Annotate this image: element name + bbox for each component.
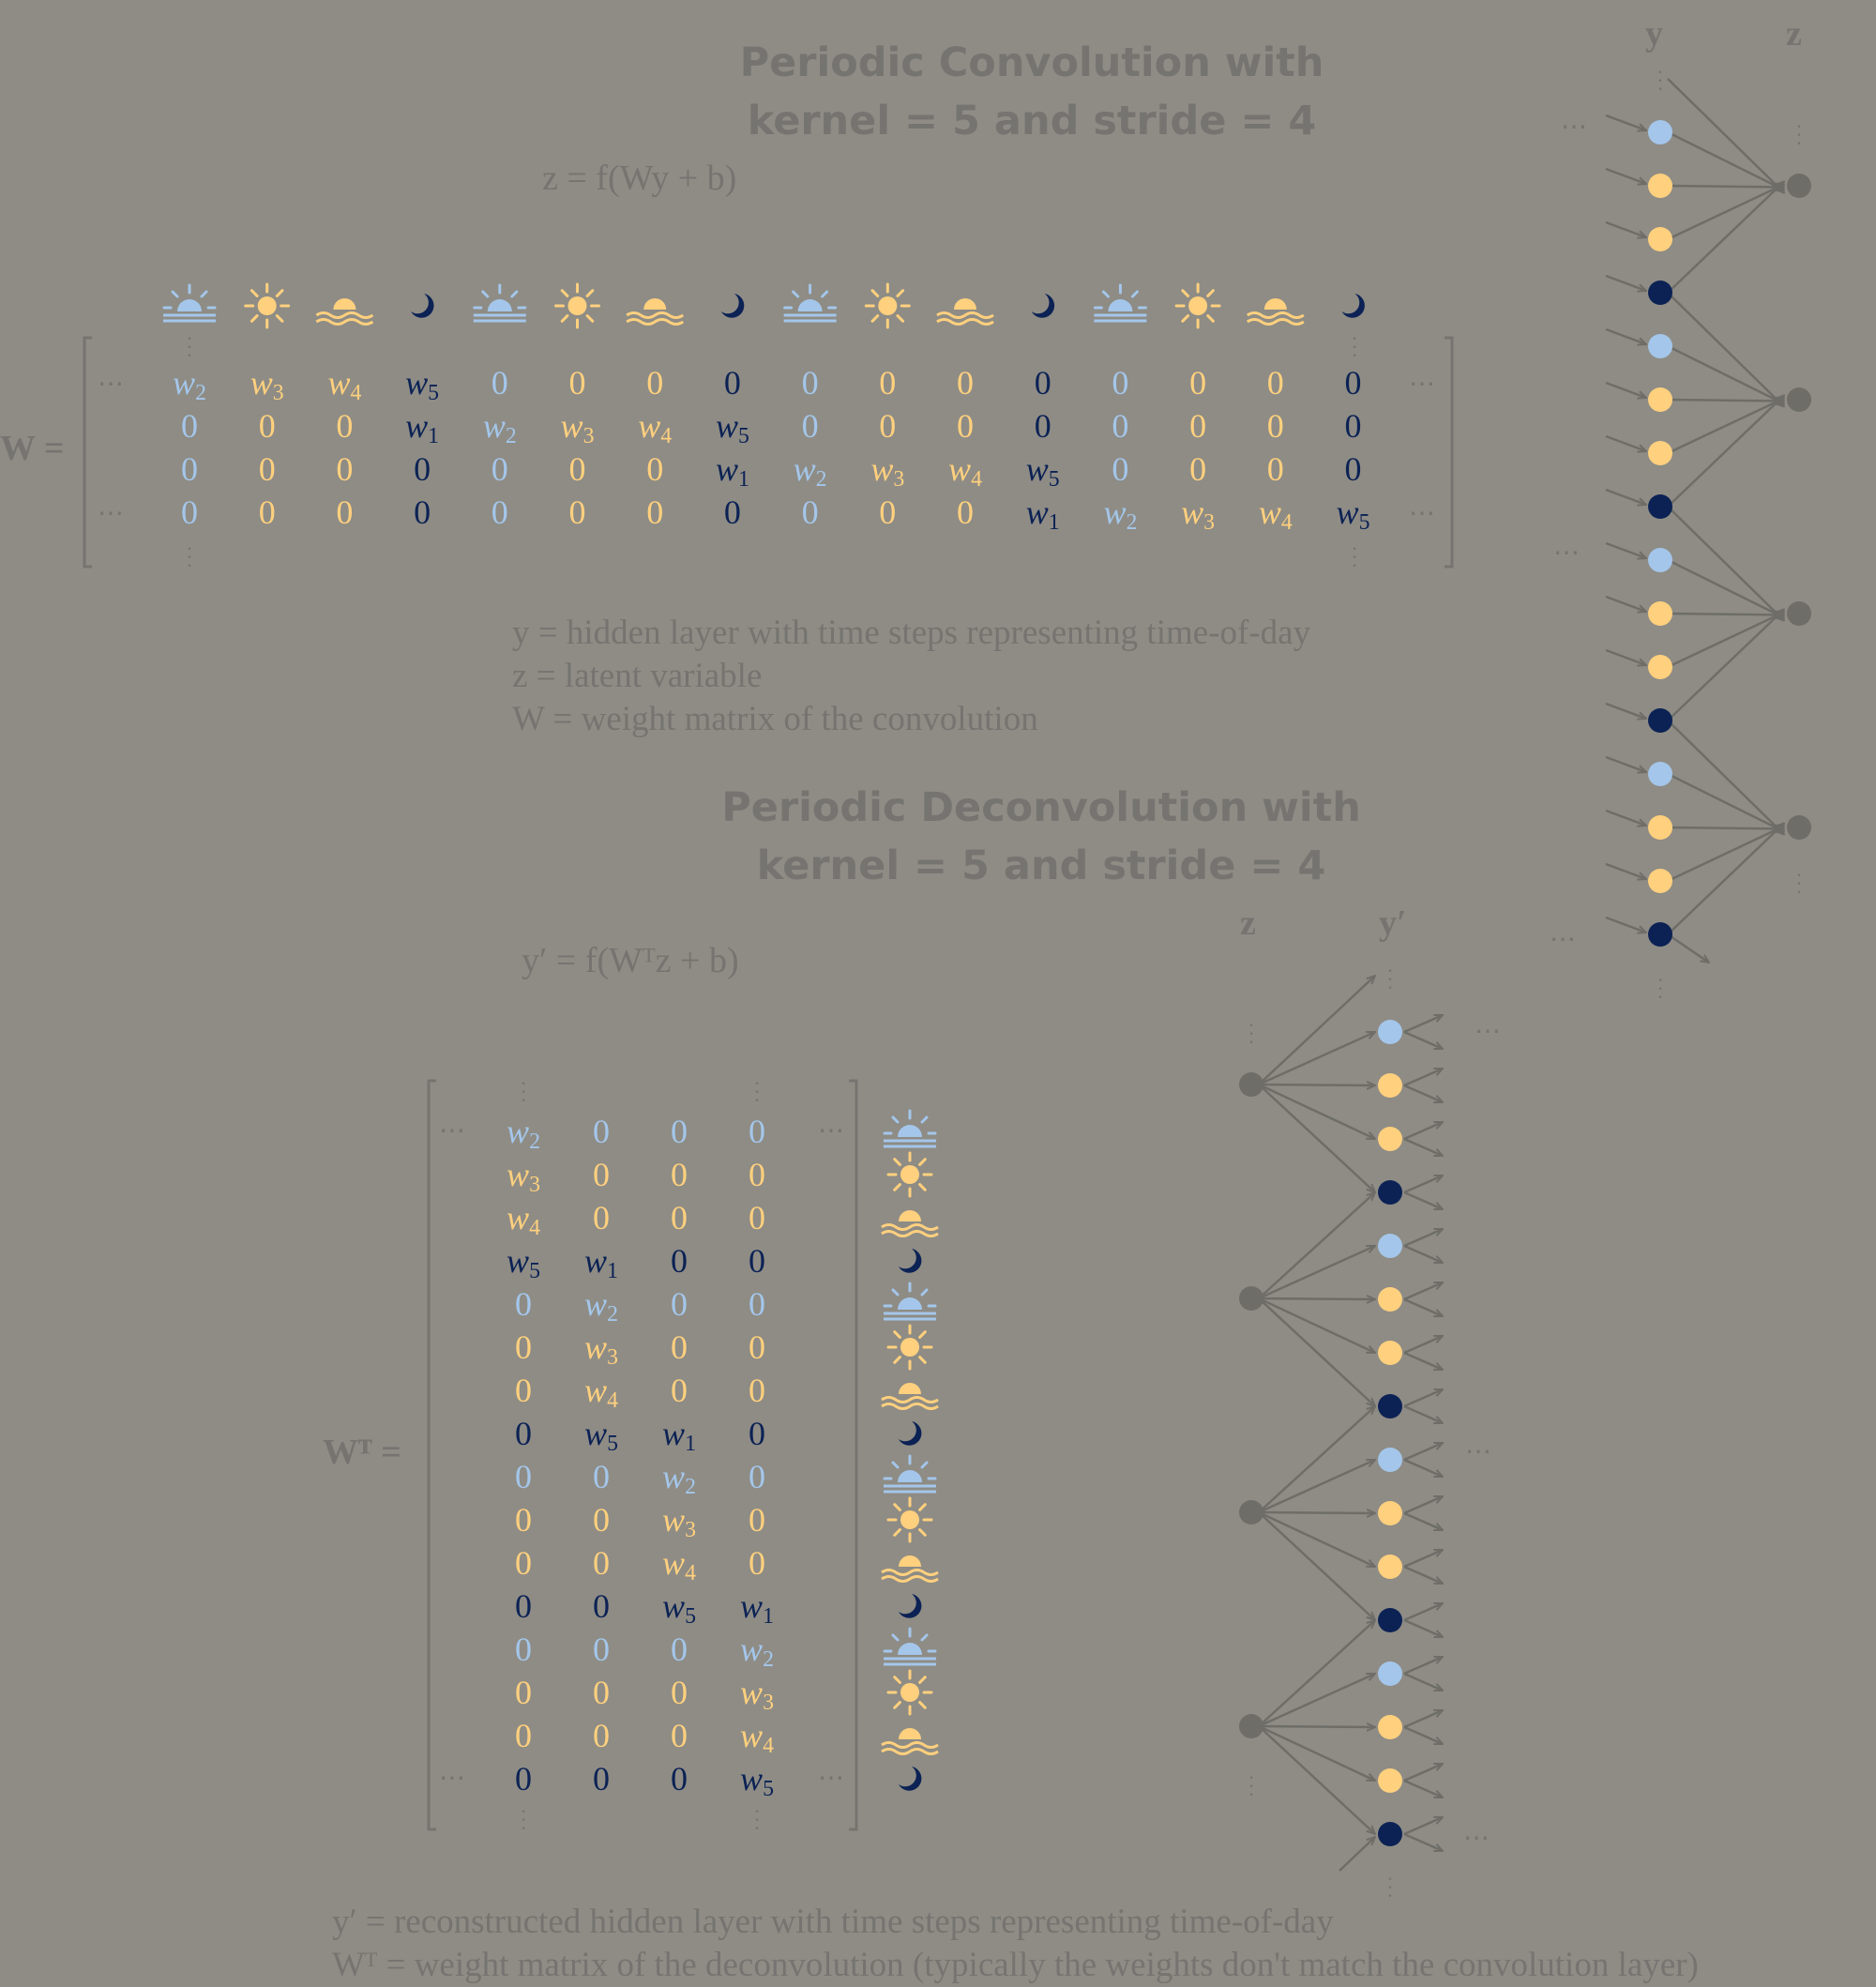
deconv-z-node	[1239, 1500, 1263, 1524]
deconv-y-node	[1378, 1234, 1402, 1258]
sunset-icon	[882, 1210, 938, 1236]
sun-icon	[888, 1153, 931, 1196]
sun-icon	[888, 1326, 931, 1369]
conv-y-node	[1648, 334, 1672, 358]
sunrise-icon	[884, 1629, 936, 1664]
conv-z-node	[1787, 601, 1811, 626]
sun-icon	[1176, 284, 1219, 327]
deconv-y-node	[1378, 1661, 1402, 1686]
moon-icon	[1032, 294, 1054, 318]
sunset-icon	[882, 1383, 938, 1409]
moon-icon	[899, 1767, 921, 1791]
sunrise-icon	[884, 1456, 936, 1492]
moon-icon	[899, 1421, 921, 1446]
conv-y-node	[1648, 494, 1672, 519]
deconv-y-node	[1378, 1341, 1402, 1365]
wt-matrix-right-bracket	[849, 1081, 856, 1829]
convolution-network	[1606, 79, 1811, 963]
conv-y-node	[1648, 120, 1672, 144]
conv-z-node	[1787, 815, 1811, 840]
deconv-y-node	[1378, 1501, 1402, 1525]
sunset-icon	[937, 298, 993, 325]
deconv-y-node	[1378, 1394, 1402, 1418]
sunrise-icon	[884, 1111, 936, 1146]
conv-y-node	[1648, 281, 1672, 305]
conv-z-node	[1787, 174, 1811, 198]
conv-y-node	[1648, 655, 1672, 679]
conv-y-node	[1648, 869, 1672, 893]
sunrise-icon	[784, 285, 837, 321]
sunset-icon	[627, 298, 683, 325]
deconv-y-node	[1378, 1020, 1402, 1044]
deconv-y-node	[1378, 1715, 1402, 1739]
deconv-y-node	[1378, 1073, 1402, 1098]
sunset-icon	[316, 298, 372, 325]
conv-y-node	[1648, 762, 1672, 786]
conv-y-node	[1648, 387, 1672, 412]
deconv-y-node	[1378, 1822, 1402, 1846]
conv-y-node	[1648, 708, 1672, 733]
sun-icon	[866, 284, 909, 327]
sun-icon	[888, 1498, 931, 1541]
sunset-icon	[882, 1728, 938, 1754]
sun-icon	[246, 284, 289, 327]
deconv-y-node	[1378, 1180, 1402, 1205]
sunrise-icon	[1094, 285, 1146, 321]
time-of-day-icons	[163, 284, 1365, 1791]
sunrise-icon	[163, 285, 216, 321]
deconv-y-node	[1378, 1448, 1402, 1472]
moon-icon	[411, 294, 433, 318]
conv-y-node	[1648, 441, 1672, 465]
deconvolution-network	[1239, 976, 1443, 1871]
w-matrix-left-bracket	[84, 338, 92, 567]
conv-y-node	[1648, 601, 1672, 626]
wt-matrix-left-bracket	[429, 1081, 436, 1829]
deconv-z-node	[1239, 1286, 1263, 1311]
conv-y-node	[1648, 227, 1672, 251]
conv-y-node	[1648, 548, 1672, 572]
deconv-y-node	[1378, 1555, 1402, 1579]
moon-icon	[899, 1249, 921, 1273]
deconv-z-node	[1239, 1072, 1263, 1097]
conv-y-node	[1648, 174, 1672, 198]
moon-icon	[1342, 294, 1365, 318]
conv-y-node	[1648, 922, 1672, 947]
sun-icon	[888, 1671, 931, 1714]
sun-icon	[556, 284, 599, 327]
deconv-y-node	[1378, 1287, 1402, 1312]
sunset-icon	[882, 1555, 938, 1582]
sunrise-icon	[884, 1283, 936, 1319]
conv-y-node	[1648, 815, 1672, 840]
sunset-icon	[1248, 298, 1304, 325]
moon-icon	[721, 294, 744, 318]
moon-icon	[899, 1594, 921, 1618]
deconv-y-node	[1378, 1768, 1402, 1793]
deconv-z-node	[1239, 1714, 1263, 1738]
deconv-y-node	[1378, 1608, 1402, 1632]
conv-z-node	[1787, 387, 1811, 412]
w-matrix-right-bracket	[1445, 338, 1452, 567]
deconv-y-node	[1378, 1127, 1402, 1151]
sunrise-icon	[474, 285, 526, 321]
